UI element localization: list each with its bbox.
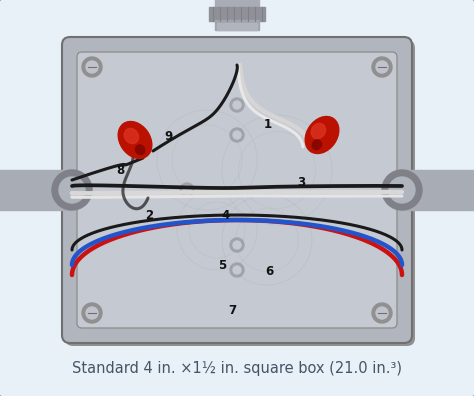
Circle shape [372, 303, 392, 323]
FancyBboxPatch shape [62, 37, 412, 343]
Ellipse shape [118, 122, 152, 158]
Circle shape [86, 307, 98, 319]
Text: 4: 4 [221, 209, 229, 222]
FancyBboxPatch shape [77, 52, 397, 328]
Ellipse shape [305, 116, 339, 154]
Circle shape [183, 186, 191, 194]
Text: 6: 6 [265, 265, 273, 278]
Text: 5: 5 [218, 259, 226, 272]
Circle shape [376, 61, 388, 73]
Circle shape [233, 241, 241, 249]
Circle shape [180, 183, 194, 197]
Circle shape [86, 61, 98, 73]
Circle shape [59, 177, 85, 203]
Circle shape [233, 131, 241, 139]
Text: 9: 9 [164, 130, 173, 143]
Circle shape [52, 170, 92, 210]
Text: 1: 1 [264, 118, 272, 131]
Circle shape [382, 170, 422, 210]
Text: 7: 7 [228, 305, 237, 317]
Bar [215, 0, 259, 15]
Circle shape [233, 266, 241, 274]
Ellipse shape [136, 145, 145, 155]
Circle shape [230, 238, 244, 252]
Circle shape [82, 303, 102, 323]
Ellipse shape [311, 124, 326, 139]
Circle shape [82, 57, 102, 77]
Circle shape [230, 263, 244, 277]
Circle shape [230, 128, 244, 142]
Circle shape [230, 98, 244, 112]
Circle shape [376, 307, 388, 319]
Bar [217, 23, 257, 30]
Bar [215, 20, 259, 30]
Ellipse shape [312, 140, 321, 150]
Bar [209, 7, 265, 21]
Ellipse shape [124, 128, 138, 144]
Text: 8: 8 [117, 164, 125, 177]
Text: 2: 2 [145, 209, 154, 222]
Circle shape [372, 57, 392, 77]
Circle shape [233, 101, 241, 109]
Text: Standard 4 in. ×1½ in. square box (21.0 in.³): Standard 4 in. ×1½ in. square box (21.0 … [72, 360, 402, 375]
Bar [0, 170, 70, 210]
FancyBboxPatch shape [65, 40, 415, 346]
Circle shape [389, 177, 415, 203]
Bar [404, 170, 474, 210]
Text: 3: 3 [297, 176, 305, 188]
